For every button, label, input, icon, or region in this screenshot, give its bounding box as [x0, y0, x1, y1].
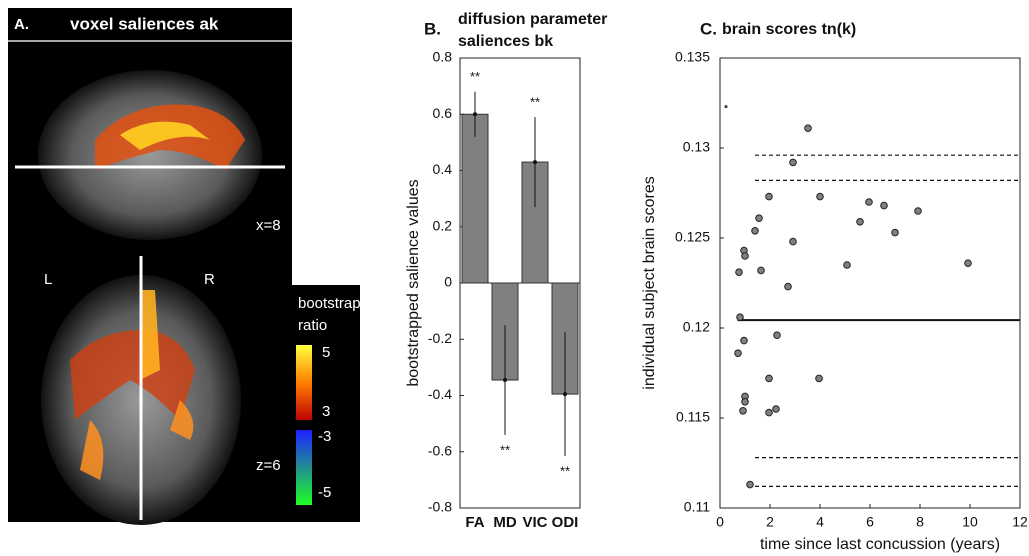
colorbar-hot	[296, 345, 312, 420]
chart-title: saliences bk	[458, 33, 553, 50]
scatter-point	[758, 267, 765, 274]
y-tick-label: -0.4	[428, 386, 452, 402]
scatter-point	[881, 202, 888, 209]
orientation-label: L	[44, 271, 52, 288]
scatter-point	[756, 215, 763, 222]
scatter-point	[774, 332, 781, 339]
scatter-point	[725, 106, 727, 108]
scatter-point	[752, 228, 759, 235]
colorbar-tick-label: 3	[322, 403, 330, 420]
y-tick-label: -0.2	[428, 330, 452, 346]
scatter-point	[747, 481, 754, 488]
colorbar-tick-label: -3	[318, 428, 331, 445]
y-tick-label: 0.2	[433, 217, 453, 233]
bar	[462, 114, 488, 283]
y-tick-label: 0.6	[433, 105, 453, 121]
scatter-point	[816, 375, 823, 382]
scatter-point	[915, 208, 922, 215]
page: A. voxel saliences ak x=8 L R z=6 bootst…	[0, 0, 1029, 556]
y-tick-label: 0.125	[675, 229, 710, 245]
scatter-point	[741, 337, 748, 344]
scatter-point	[866, 199, 873, 206]
significance-label: **	[470, 69, 480, 84]
y-tick-label: 0.4	[433, 161, 453, 177]
bar-point	[563, 392, 567, 396]
y-tick-label: 0.12	[683, 319, 710, 335]
bar-point	[533, 160, 537, 164]
y-tick-label: 0.13	[683, 139, 710, 155]
y-axis-label: bootstrapped salience values	[405, 179, 422, 386]
scatter-point	[737, 314, 744, 321]
x-tick-label: 2	[766, 514, 774, 530]
colorbar-title: bootstrap	[298, 295, 361, 312]
panel-a: A. voxel saliences ak x=8 L R z=6 bootst…	[8, 8, 361, 525]
y-axis-label: individual subject brain scores	[641, 176, 658, 389]
scatter-point	[844, 262, 851, 269]
scatter-point	[736, 269, 743, 276]
panel-title: voxel saliences ak	[70, 14, 219, 33]
significance-label: **	[500, 442, 510, 457]
bar-point	[503, 378, 507, 382]
scatter-point	[740, 408, 747, 415]
scatter-point	[892, 229, 899, 236]
y-tick-label: -0.6	[428, 442, 452, 458]
x-tick-label: 0	[716, 514, 724, 530]
scatter-point	[735, 350, 742, 357]
slice-label: z=6	[256, 457, 281, 474]
scatter-point	[805, 125, 812, 132]
x-tick-label: 10	[962, 514, 978, 530]
colorbar-tick-label: 5	[322, 344, 330, 361]
figure: A. voxel saliences ak x=8 L R z=6 bootst…	[0, 0, 1029, 556]
x-tick-label: ODI	[552, 514, 579, 531]
x-tick-label: FA	[465, 514, 484, 531]
x-tick-label: MD	[493, 514, 516, 531]
x-tick-label: 6	[866, 514, 874, 530]
slice-label: x=8	[256, 217, 281, 234]
chart-title: diffusion parameter	[458, 11, 607, 28]
panel-label: B.	[424, 19, 441, 38]
scatter-point	[785, 283, 792, 290]
colorbar-title: ratio	[298, 317, 327, 334]
colorbar-cold	[296, 430, 312, 505]
y-tick-label: -0.8	[428, 499, 452, 515]
scatter-point	[742, 399, 749, 406]
scatter-point	[965, 260, 972, 267]
orientation-label: R	[204, 271, 215, 288]
scatter-point	[790, 159, 797, 166]
y-tick-label: 0	[444, 274, 452, 290]
colorbar-tick-label: -5	[318, 484, 331, 501]
scatter-point	[766, 193, 773, 200]
x-axis-label: time since last concussion (years)	[760, 536, 1000, 553]
axes-frame	[720, 58, 1020, 508]
scatter-point	[790, 238, 797, 245]
y-tick-label: 0.11	[684, 499, 710, 515]
scatter-point	[766, 375, 773, 382]
scatter-point	[857, 219, 864, 226]
bar-point	[473, 112, 477, 116]
x-tick-label: VIC	[522, 514, 547, 531]
x-tick-label: 4	[816, 514, 824, 530]
y-tick-label: 0.115	[676, 409, 710, 425]
significance-label: **	[560, 463, 570, 478]
scatter-point	[766, 409, 773, 416]
chart-title: brain scores tn(k)	[722, 21, 856, 38]
y-tick-label: 0.8	[433, 49, 453, 65]
significance-label: **	[530, 95, 540, 110]
x-tick-label: 12	[1012, 514, 1028, 530]
scatter-point	[817, 193, 824, 200]
scatter-point	[742, 253, 749, 260]
panel-label: C.	[700, 19, 717, 38]
scatter-point	[773, 406, 780, 413]
x-tick-label: 8	[916, 514, 924, 530]
panel-label: A.	[14, 16, 29, 33]
y-tick-label: 0.135	[675, 49, 710, 65]
